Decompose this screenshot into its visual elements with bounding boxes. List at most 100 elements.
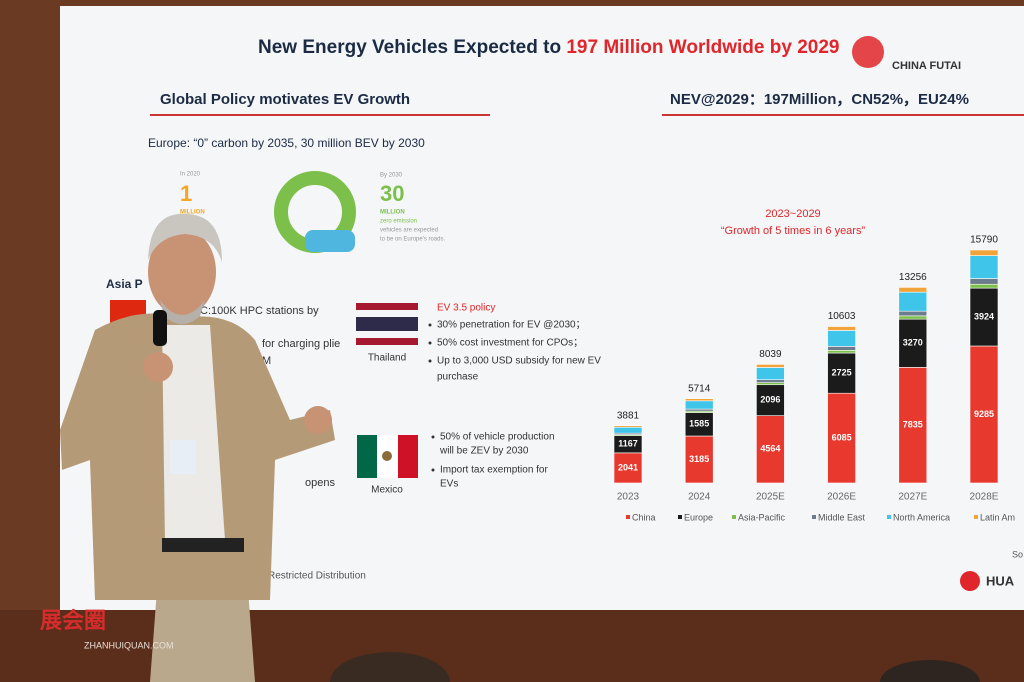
logo: CHINA FUTAI [892, 60, 961, 72]
total-label: 10603 [828, 311, 856, 322]
bullet-text: 30% penetration for EV @2030； [437, 320, 586, 331]
bar-segment [684, 408, 714, 412]
segment-label: 1585 [689, 419, 709, 429]
legend-swatch [812, 515, 816, 519]
x-tick-label: 2024 [688, 492, 711, 503]
bar-segment [827, 330, 856, 347]
label: MILLION [180, 210, 205, 216]
segment-label: 6085 [832, 432, 852, 442]
speaker [60, 213, 335, 682]
hand [143, 352, 173, 382]
label: vehicles are expected [380, 228, 438, 234]
asia-text: for charging plie [262, 338, 340, 350]
total-label: 5714 [688, 383, 711, 394]
label: to be on Europe's roads. [380, 237, 446, 243]
chart-subtitle: 2023~2029 [765, 208, 820, 220]
bar-segment [969, 283, 999, 289]
logo-mark [852, 36, 884, 68]
bullet-text: Import tax exemption for [440, 465, 548, 476]
bar-segment [969, 278, 999, 285]
label: MILLION [380, 210, 405, 216]
legend-swatch [678, 515, 682, 519]
text-fragment: opens [305, 477, 335, 489]
bar-segment [969, 255, 999, 279]
x-tick-label: 2026E [827, 492, 856, 503]
x-tick-label: 2023 [617, 492, 640, 503]
segment-label: 2096 [760, 395, 780, 405]
hand [304, 406, 332, 434]
flag-stripe [356, 317, 418, 331]
bullet-text: Up to 3,000 USD subsidy for new EV [437, 356, 601, 367]
total-label: 15790 [970, 235, 998, 246]
bar-segment [827, 392, 856, 484]
bar-segment [898, 287, 928, 293]
bar-segment [827, 326, 856, 331]
bar-segment [898, 315, 928, 320]
bullet [431, 468, 435, 472]
bar-segment [684, 435, 714, 484]
label: zero emission [380, 219, 417, 225]
total-label: 8039 [759, 349, 782, 360]
asia-heading: Asia P [106, 277, 143, 291]
segment-label: 1167 [618, 439, 638, 449]
bar-segment [613, 425, 643, 428]
bullet [431, 435, 435, 439]
bullet-text: 50% of vehicle production [440, 432, 555, 443]
chart-annotation: “Growth of 5 times in 6 years” [721, 225, 866, 237]
bullet-text: 50% cost investment for CPOs； [437, 338, 583, 349]
car-icon [305, 230, 355, 252]
segment-label: 3270 [903, 338, 923, 348]
shirt [162, 325, 225, 545]
source: So [1012, 549, 1023, 559]
legend-label: Europe [684, 512, 713, 522]
title-highlight: 197 Million Worldwide by 2029 [566, 37, 839, 58]
microphone [153, 310, 167, 346]
segment-label: 2041 [618, 462, 638, 472]
mexico-flag [357, 435, 418, 478]
asia-text: M [262, 355, 271, 367]
bar-segment [756, 415, 785, 484]
bar-segment [898, 367, 928, 484]
watermark-site: ZHANHUIQUAN.COM [84, 640, 174, 650]
brand: HUA [986, 573, 1015, 588]
chart: 2041 1167 3881 2023 3185 1585 5714 2024 4564 2096… [613, 235, 1015, 522]
x-tick-label: 2027E [898, 492, 927, 503]
total-label: 13256 [899, 272, 927, 283]
beard [160, 300, 205, 324]
slide-title: New Energy Vehicles Expected to 197 Mill… [258, 37, 839, 58]
audience-head [330, 652, 450, 682]
bar-segment [827, 352, 856, 394]
belt [162, 538, 244, 552]
bar-segment [613, 452, 643, 484]
legend-swatch [974, 515, 978, 519]
brand-mark [960, 571, 980, 591]
asia-text: C:100K HPC stations by [200, 305, 319, 317]
bar-segment [898, 291, 928, 312]
legend-label: China [632, 512, 656, 522]
legend-swatch [626, 515, 630, 519]
bar-segment [898, 310, 928, 317]
bar-segment [827, 350, 856, 354]
flag-stripe [398, 435, 418, 478]
bar-segment [969, 345, 999, 484]
legend-label: Asia-Pacific [738, 512, 786, 522]
label: By 2030 [380, 173, 403, 179]
segment-label: 3185 [689, 454, 709, 464]
bar-segment [684, 400, 714, 410]
bullet [428, 323, 432, 327]
bullet-text: EVs [440, 479, 458, 490]
bar-segment [969, 287, 999, 347]
flag-emblem [382, 451, 392, 461]
bullet-text: will be ZEV by 2030 [439, 446, 529, 457]
legend-label: Latin Am [980, 512, 1015, 522]
legend-swatch [887, 515, 891, 519]
bar-segment [756, 364, 785, 368]
head [148, 228, 216, 316]
bar-segment [827, 346, 856, 351]
x-tick-label: 2028E [970, 492, 999, 503]
footer: Restricted Distribution [268, 571, 366, 582]
bar-segment [969, 249, 999, 256]
segment-label: 4564 [760, 444, 780, 454]
